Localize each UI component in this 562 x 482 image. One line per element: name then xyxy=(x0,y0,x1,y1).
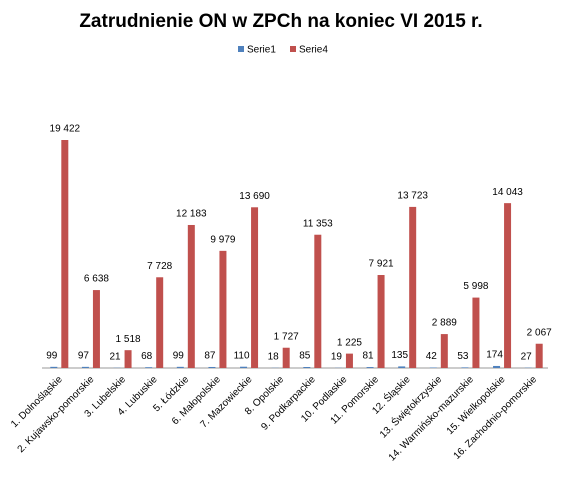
data-label: 21 xyxy=(110,351,122,362)
data-label: 13 690 xyxy=(239,191,270,202)
bar xyxy=(461,367,469,368)
data-label: 87 xyxy=(204,351,216,362)
data-label: 68 xyxy=(141,351,153,362)
bar xyxy=(345,353,353,368)
bar xyxy=(303,367,311,368)
data-label: 85 xyxy=(299,351,311,362)
bar xyxy=(440,334,448,368)
bar xyxy=(187,224,195,368)
legend-label: Serie4 xyxy=(299,45,328,56)
bar xyxy=(504,203,512,368)
data-label: 19 xyxy=(331,351,343,362)
data-label: 99 xyxy=(46,350,58,361)
data-label: 81 xyxy=(363,351,375,362)
bar xyxy=(409,206,417,368)
data-label: 7 728 xyxy=(147,261,172,272)
bar xyxy=(208,366,216,368)
data-label: 5 998 xyxy=(463,281,488,292)
bar xyxy=(176,366,184,368)
data-label: 99 xyxy=(173,350,185,361)
chart-title: Zatrudnienie ON w ZPCh na koniec VI 2015… xyxy=(79,11,482,32)
bar xyxy=(314,234,322,368)
bar xyxy=(156,277,164,368)
data-label: 53 xyxy=(457,351,469,362)
data-label: 7 921 xyxy=(369,259,394,270)
bar xyxy=(145,367,153,368)
data-label: 110 xyxy=(234,350,250,361)
bar xyxy=(398,366,406,368)
bar xyxy=(92,290,100,368)
data-label: 1 225 xyxy=(337,337,362,348)
bar xyxy=(493,365,501,368)
data-label: 13 723 xyxy=(397,191,428,202)
bar xyxy=(81,366,89,368)
x-tick-label: 15. Wielkopolskie xyxy=(445,374,508,437)
bar xyxy=(251,207,259,368)
bar xyxy=(377,275,385,368)
data-label: 19 422 xyxy=(50,124,81,135)
data-label: 12 183 xyxy=(176,209,207,220)
data-label: 42 xyxy=(426,351,438,362)
legend-swatch xyxy=(238,46,244,52)
bar xyxy=(50,366,58,368)
data-label: 97 xyxy=(78,351,90,362)
data-label: 11 353 xyxy=(303,218,333,229)
bar xyxy=(124,350,132,368)
legend-swatch xyxy=(290,46,296,52)
bar xyxy=(535,343,543,368)
data-label: 1 727 xyxy=(274,331,299,342)
bar xyxy=(61,140,69,368)
x-tick-label: 9. Podkarpackie xyxy=(259,374,318,433)
bar xyxy=(472,297,480,368)
data-label: 135 xyxy=(391,350,408,361)
data-label: 18 xyxy=(268,351,280,362)
data-label: 2 889 xyxy=(432,318,457,329)
data-label: 2 067 xyxy=(527,327,552,338)
bar xyxy=(240,366,248,368)
data-label: 1 518 xyxy=(116,334,141,345)
bar xyxy=(366,367,374,368)
bar xyxy=(282,347,290,368)
data-label: 27 xyxy=(521,351,533,362)
data-label: 9 979 xyxy=(210,234,235,245)
legend-label: Serie1 xyxy=(247,45,276,56)
bar xyxy=(219,250,227,368)
data-label: 6 638 xyxy=(84,274,109,285)
data-label: 14 043 xyxy=(492,187,523,198)
data-label: 174 xyxy=(486,350,503,361)
